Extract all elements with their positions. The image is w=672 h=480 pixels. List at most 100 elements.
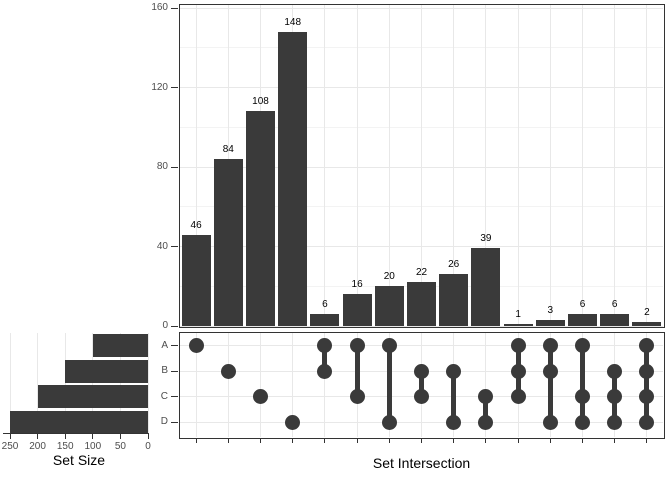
matrix-x-tick — [388, 438, 390, 443]
matrix-x-tick — [485, 438, 487, 443]
grid-line — [614, 5, 616, 327]
set-size-bar — [65, 359, 148, 383]
bar-value-label: 39 — [480, 233, 492, 245]
matrix-x-tick — [582, 438, 583, 443]
matrix-row-tick — [171, 370, 178, 372]
matrix-dot — [639, 414, 655, 430]
bar — [568, 314, 597, 326]
bar — [535, 320, 565, 326]
y-axis-tick-label: 120 — [151, 81, 168, 93]
grid-line — [195, 5, 197, 327]
y-axis-tick — [171, 166, 178, 168]
grid-line — [324, 333, 326, 437]
grid-line — [485, 333, 487, 437]
grid-line — [324, 5, 326, 327]
matrix-x-tick — [195, 438, 197, 443]
grid-line — [388, 5, 390, 327]
matrix-x-tick — [453, 438, 455, 443]
bar — [213, 159, 243, 326]
matrix-dot — [349, 338, 365, 353]
connector-line — [580, 345, 585, 422]
matrix-dot — [639, 363, 655, 379]
bar-value-label: 6 — [322, 299, 328, 311]
connector-line — [354, 345, 360, 397]
bar — [342, 294, 372, 326]
y-axis-tick — [171, 87, 178, 88]
matrix-dot — [510, 389, 526, 404]
grid-line — [646, 5, 648, 327]
y-axis-tick-label: 80 — [156, 161, 168, 172]
set-size-axis-line — [3, 433, 149, 434]
set-size-tick — [37, 434, 39, 439]
matrix-dot — [285, 414, 301, 430]
bar-value-label: 6 — [611, 299, 618, 311]
set-size-tick — [9, 434, 11, 439]
set-size-tick — [119, 434, 121, 439]
matrix-x-tick — [227, 438, 229, 443]
grid-line — [485, 5, 487, 327]
grid-line — [582, 5, 583, 327]
bar-value-label: 148 — [284, 16, 302, 28]
grid-line — [119, 333, 121, 433]
connector-line — [644, 345, 650, 422]
connector-line — [451, 371, 457, 422]
matrix-x-tick — [260, 438, 261, 443]
matrix-dot — [446, 363, 462, 379]
set-size-axis-title: Set Size — [52, 452, 106, 468]
matrix-dot — [478, 389, 494, 404]
matrix-row-label: A — [161, 339, 168, 351]
set-size-bar — [92, 334, 148, 357]
set-size-tick-label: 100 — [84, 441, 102, 452]
set-size-bar — [10, 410, 148, 434]
grid-line — [195, 333, 197, 437]
bar-value-label: 16 — [351, 279, 363, 291]
matrix-dot — [253, 389, 268, 404]
grid-line — [292, 333, 294, 437]
bar-value-label: 1 — [515, 309, 521, 320]
bar — [503, 324, 533, 326]
matrix-dot — [349, 389, 365, 404]
matrix-dot — [607, 363, 623, 379]
set-size-tick-label: 0 — [145, 441, 151, 452]
matrix-x-tick — [549, 438, 551, 443]
matrix-dot — [220, 363, 236, 379]
set-size-tick-label: 250 — [1, 441, 19, 452]
grid-line — [549, 5, 551, 327]
matrix-dot — [317, 363, 333, 379]
intersection-panel-border — [178, 3, 665, 328]
bar — [246, 111, 275, 326]
bar — [374, 286, 404, 326]
matrix-dot — [575, 338, 590, 353]
grid-line — [37, 333, 39, 433]
bar — [310, 314, 340, 326]
bar — [181, 234, 211, 326]
set-size-tick — [92, 434, 94, 439]
y-axis-tick — [171, 246, 178, 247]
matrix-dot — [510, 363, 526, 379]
bar-value-label: 22 — [415, 267, 428, 279]
grid-line — [64, 333, 66, 433]
grid-line — [9, 333, 11, 433]
bar — [439, 274, 469, 326]
matrix-x-tick — [292, 438, 294, 443]
matrix-dot — [381, 338, 397, 353]
bar — [471, 248, 501, 326]
set-size-tick — [64, 434, 66, 439]
matrix-row-tick — [171, 421, 178, 423]
matrix-dot — [317, 338, 333, 353]
matrix-dot — [607, 389, 623, 404]
matrix-dot — [188, 338, 204, 353]
matrix-dot — [575, 389, 590, 404]
matrix-x-tick — [517, 438, 519, 443]
grid-line — [453, 5, 455, 327]
set-size-tick-label: 200 — [29, 441, 46, 452]
connector-line — [386, 345, 392, 422]
bar-value-label: 3 — [547, 305, 554, 317]
matrix-dot — [607, 414, 623, 430]
matrix-dot — [542, 363, 558, 379]
bar — [600, 314, 630, 326]
bar-value-label: 20 — [383, 271, 395, 283]
matrix-x-tick — [356, 438, 358, 443]
matrix-dot — [381, 414, 397, 430]
